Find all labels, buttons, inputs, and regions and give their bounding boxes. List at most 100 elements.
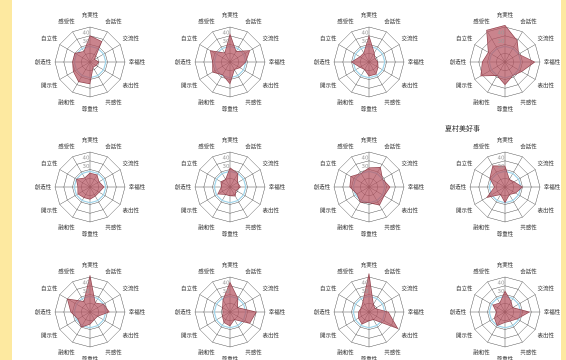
- scale-label: 30: [362, 164, 369, 170]
- axis-label: 表出性: [537, 332, 554, 340]
- scale-label: 40: [223, 31, 230, 37]
- axis-label: 交流性: [262, 35, 279, 43]
- scale-label: 40: [223, 281, 230, 287]
- baseline-ring: [352, 295, 386, 329]
- axis-label: 自立性: [181, 35, 198, 43]
- axis-label: 創造性: [450, 183, 467, 191]
- axis-label: 充実性: [497, 11, 514, 19]
- axis-label: 融和性: [473, 224, 490, 232]
- chart-caption: 夏村美好事: [445, 125, 480, 133]
- data-area: [358, 273, 399, 330]
- scale-label: 30: [83, 39, 90, 45]
- axis-label: 創造性: [314, 58, 331, 66]
- axis-label: 幸福性: [408, 308, 425, 316]
- axis-label: 開示性: [181, 332, 198, 340]
- axis-label: 交流性: [262, 160, 279, 168]
- axis-label: 創造性: [314, 183, 331, 191]
- axis-label: 感受性: [58, 267, 75, 275]
- axis-label: 共感性: [105, 99, 122, 107]
- axis-label: 共感性: [384, 349, 401, 357]
- axis-label: 創造性: [175, 308, 192, 316]
- axis-label: 共感性: [105, 224, 122, 232]
- axis-label: 感受性: [337, 142, 354, 150]
- axis-label: 表出性: [262, 332, 279, 340]
- axis-label: 尊重性: [222, 105, 239, 113]
- axis-label: 充実性: [82, 261, 99, 269]
- axis-label: 共感性: [520, 224, 537, 232]
- axis-label: 創造性: [175, 183, 192, 191]
- axis-label: 会話性: [384, 142, 401, 150]
- axis-label: 感受性: [337, 267, 354, 275]
- axis-label: 自立性: [41, 285, 58, 293]
- axis-label: 開示性: [456, 332, 473, 340]
- axis-label: 共感性: [520, 99, 537, 107]
- scale-label: 40: [498, 31, 505, 37]
- axis-label: 充実性: [222, 11, 239, 19]
- axis-label: 表出性: [401, 207, 418, 215]
- axis-label: 尊重性: [497, 355, 514, 360]
- axis-label: 幸福性: [408, 183, 425, 191]
- axis-label: 会話性: [384, 267, 401, 275]
- axis-label: 表出性: [262, 207, 279, 215]
- axis-label: 共感性: [384, 224, 401, 232]
- axis-label: 創造性: [35, 58, 52, 66]
- axis-label: 感受性: [58, 142, 75, 150]
- axis-label: 表出性: [537, 82, 554, 90]
- scale-label: 30: [223, 289, 230, 295]
- axis-label: 共感性: [520, 349, 537, 357]
- axis-label: 充実性: [82, 136, 99, 144]
- axis-label: 創造性: [314, 308, 331, 316]
- axis-label: 自立性: [456, 285, 473, 293]
- axis-label: 幸福性: [544, 183, 561, 191]
- scale-label: 30: [362, 39, 369, 45]
- scale-label: 30: [362, 289, 369, 295]
- axis-label: 感受性: [473, 267, 490, 275]
- axis-label: 創造性: [450, 308, 467, 316]
- axis-label: 表出性: [537, 207, 554, 215]
- axis-label: 尊重性: [497, 105, 514, 113]
- scale-label: 40: [83, 281, 90, 287]
- scale-label: 40: [362, 281, 369, 287]
- data-area: [217, 167, 241, 197]
- axis-label: 充実性: [361, 261, 378, 269]
- axis-label: 充実性: [222, 136, 239, 144]
- axis-label: 共感性: [245, 224, 262, 232]
- axis-label: 融和性: [337, 99, 354, 107]
- scale-label: 30: [83, 164, 90, 170]
- axis-label: 尊重性: [82, 355, 99, 360]
- data-area: [66, 275, 110, 328]
- axis-label: 尊重性: [497, 230, 514, 238]
- axis-label: 感受性: [198, 142, 215, 150]
- axis-label: 交流性: [537, 160, 554, 168]
- axis-label: 表出性: [122, 82, 139, 90]
- scale-label: 30: [498, 289, 505, 295]
- axis-label: 表出性: [401, 82, 418, 90]
- axis-label: 充実性: [497, 136, 514, 144]
- axis-label: 幸福性: [544, 58, 561, 66]
- axis-label: 表出性: [122, 207, 139, 215]
- axis-label: 充実性: [497, 261, 514, 269]
- axis-label: 創造性: [35, 183, 52, 191]
- scale-label: 30: [83, 289, 90, 295]
- axis-label: 共感性: [245, 99, 262, 107]
- axis-label: 感受性: [473, 17, 490, 25]
- axis-label: 会話性: [520, 267, 537, 275]
- axis-label: 幸福性: [129, 58, 146, 66]
- data-area: [209, 32, 251, 85]
- axis-label: 自立性: [320, 285, 337, 293]
- axis-label: 感受性: [58, 17, 75, 25]
- data-area: [222, 281, 257, 327]
- axis-label: 融和性: [58, 349, 75, 357]
- axis-label: 感受性: [198, 17, 215, 25]
- axis-label: 会話性: [105, 142, 122, 150]
- axis-label: 自立性: [41, 160, 58, 168]
- data-area: [492, 290, 531, 326]
- axis-label: 幸福性: [269, 308, 286, 316]
- axis-label: 充実性: [361, 136, 378, 144]
